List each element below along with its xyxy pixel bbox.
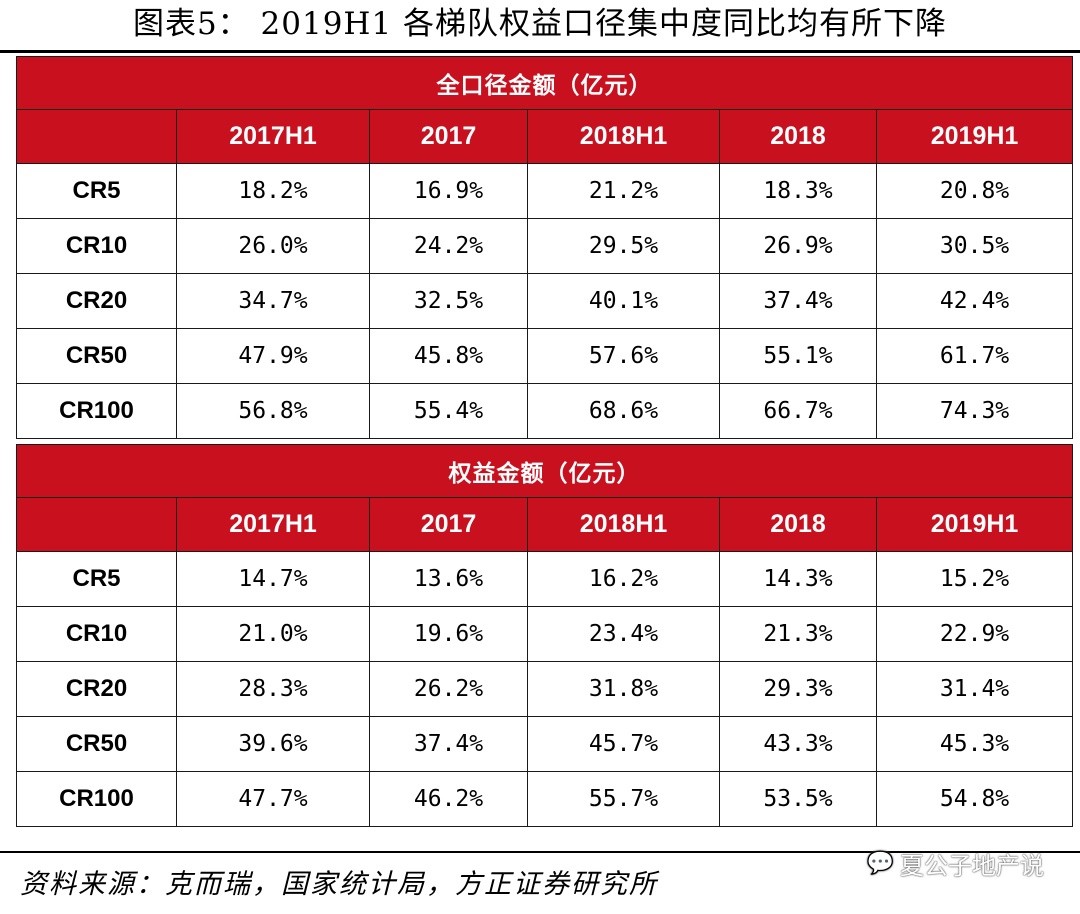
column-header: 2019H1 xyxy=(875,497,1074,552)
table-cell: 45.8% xyxy=(369,328,528,384)
table-cell: 26.2% xyxy=(369,661,528,717)
table-row: CR5 14.7% 13.6% 16.2% 14.3% 15.2% xyxy=(16,551,1074,607)
table-cell: 34.7% xyxy=(176,273,370,329)
table-row: CR100 56.8% 55.4% 68.6% 66.7% 74.3% xyxy=(16,383,1074,439)
column-header: 2018 xyxy=(719,497,877,552)
table-cell: 37.4% xyxy=(719,273,877,329)
table-cell: 29.3% xyxy=(719,661,877,717)
title-divider xyxy=(0,50,1080,53)
table-row: CR50 39.6% 37.4% 45.7% 43.3% 45.3% xyxy=(16,716,1074,772)
table-cell: 40.1% xyxy=(527,273,720,329)
column-header: 2017H1 xyxy=(176,497,370,552)
table-cell: 18.2% xyxy=(176,163,370,219)
table-equity-amount: 权益金额（亿元） 2017H1 2017 2018H1 2018 2019H1 … xyxy=(15,444,1074,827)
section-heading: 全口径金额（亿元） xyxy=(15,56,1074,110)
table-cell: 53.5% xyxy=(719,771,877,827)
table-cell: 43.3% xyxy=(719,716,877,772)
column-header: 2018H1 xyxy=(527,497,720,552)
table-cell: 21.2% xyxy=(527,163,720,219)
section-header-row: 权益金额（亿元） xyxy=(15,444,1074,498)
row-label: CR50 xyxy=(16,328,177,384)
row-label: CR5 xyxy=(16,551,177,607)
table-row: CR10 26.0% 24.2% 29.5% 26.9% 30.5% xyxy=(16,218,1074,274)
footer-divider xyxy=(0,851,1080,853)
wechat-icon: 💬 xyxy=(866,851,894,876)
column-header: 2017H1 xyxy=(176,109,370,164)
table-row: CR100 47.7% 46.2% 55.7% 53.5% 54.8% xyxy=(16,771,1074,827)
table-cell: 57.6% xyxy=(527,328,720,384)
table-cell: 13.6% xyxy=(369,551,528,607)
table-cell: 45.3% xyxy=(875,716,1074,772)
table-cell: 55.4% xyxy=(369,383,528,439)
table-cell: 68.6% xyxy=(527,383,720,439)
table-row: CR20 28.3% 26.2% 31.8% 29.3% 31.4% xyxy=(16,661,1074,717)
table-cell: 21.3% xyxy=(719,606,877,662)
table-cell: 19.6% xyxy=(369,606,528,662)
source-note: 资料来源：克而瑞，国家统计局，方正证券研究所 xyxy=(20,869,658,900)
table-cell: 22.9% xyxy=(875,606,1074,662)
row-label: CR20 xyxy=(16,661,177,717)
row-label: CR100 xyxy=(16,383,177,439)
table-cell: 21.0% xyxy=(176,606,370,662)
table-cell: 66.7% xyxy=(719,383,877,439)
table-cell: 45.7% xyxy=(527,716,720,772)
table-cell: 46.2% xyxy=(369,771,528,827)
watermark: 💬 夏公子地产说 xyxy=(867,846,1044,881)
table-cell: 14.7% xyxy=(176,551,370,607)
table-cell: 26.9% xyxy=(719,218,877,274)
table-cell: 16.2% xyxy=(527,551,720,607)
row-label: CR50 xyxy=(16,716,177,772)
table-row: CR5 18.2% 16.9% 21.2% 18.3% 20.8% xyxy=(16,163,1074,219)
table-row: CR10 21.0% 19.6% 23.4% 21.3% 22.9% xyxy=(16,606,1074,662)
column-header: 2018H1 xyxy=(527,109,720,164)
table-cell: 74.3% xyxy=(875,383,1074,439)
row-label: CR20 xyxy=(16,273,177,329)
column-header xyxy=(16,497,177,552)
column-header-row: 2017H1 2017 2018H1 2018 2019H1 xyxy=(16,497,1074,552)
table-cell: 42.4% xyxy=(875,273,1074,329)
row-label: CR100 xyxy=(16,771,177,827)
section-heading: 权益金额（亿元） xyxy=(15,444,1074,498)
table-cell: 31.8% xyxy=(527,661,720,717)
table-cell: 28.3% xyxy=(176,661,370,717)
table-cell: 30.5% xyxy=(875,218,1074,274)
table-cell: 31.4% xyxy=(875,661,1074,717)
table-cell: 16.9% xyxy=(369,163,528,219)
table-cell: 39.6% xyxy=(176,716,370,772)
table-full-caliber: 全口径金额（亿元） 2017H1 2017 2018H1 2018 2019H1… xyxy=(15,56,1074,439)
table-cell: 55.7% xyxy=(527,771,720,827)
table-row: CR50 47.9% 45.8% 57.6% 55.1% 61.7% xyxy=(16,328,1074,384)
row-label: CR5 xyxy=(16,163,177,219)
table-row: CR20 34.7% 32.5% 40.1% 37.4% 42.4% xyxy=(16,273,1074,329)
table-cell: 20.8% xyxy=(875,163,1074,219)
table-cell: 32.5% xyxy=(369,273,528,329)
column-header: 2017 xyxy=(369,497,528,552)
row-label: CR10 xyxy=(16,218,177,274)
table-cell: 37.4% xyxy=(369,716,528,772)
column-header: 2019H1 xyxy=(875,109,1074,164)
watermark-text: 夏公子地产说 xyxy=(900,852,1044,880)
table-cell: 15.2% xyxy=(875,551,1074,607)
section-header-row: 全口径金额（亿元） xyxy=(15,56,1074,110)
table-cell: 14.3% xyxy=(719,551,877,607)
table-cell: 47.9% xyxy=(176,328,370,384)
column-header: 2018 xyxy=(719,109,877,164)
table-cell: 55.1% xyxy=(719,328,877,384)
table-cell: 56.8% xyxy=(176,383,370,439)
table-cell: 18.3% xyxy=(719,163,877,219)
table-cell: 54.8% xyxy=(875,771,1074,827)
table-cell: 61.7% xyxy=(875,328,1074,384)
table-cell: 26.0% xyxy=(176,218,370,274)
figure-title: 图表5： 2019H1 各梯队权益口径集中度同比均有所下降 xyxy=(132,6,948,42)
table-cell: 29.5% xyxy=(527,218,720,274)
table-cell: 47.7% xyxy=(176,771,370,827)
table-cell: 24.2% xyxy=(369,218,528,274)
table-cell: 23.4% xyxy=(527,606,720,662)
column-header xyxy=(16,109,177,164)
row-label: CR10 xyxy=(16,606,177,662)
column-header: 2017 xyxy=(369,109,528,164)
column-header-row: 2017H1 2017 2018H1 2018 2019H1 xyxy=(16,109,1074,164)
